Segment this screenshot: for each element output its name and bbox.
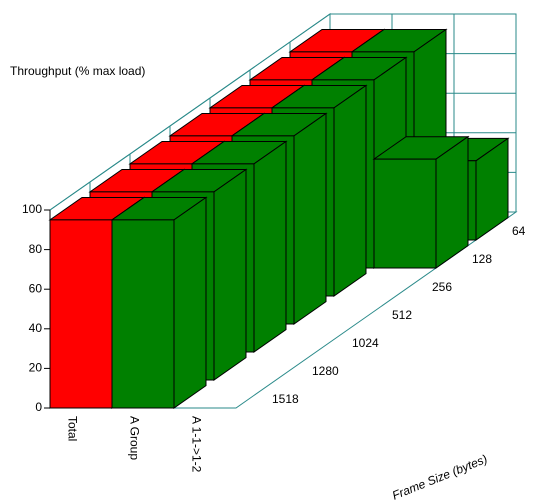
depth-tick-label: 256 [432,280,452,294]
chart-title: Throughput (% max load) [10,64,145,78]
bar-front [111,219,175,409]
y-tick-label: 20 [29,361,43,375]
bar [110,196,208,409]
y-tick-label: 80 [29,242,43,256]
x-tick-label: A 1-1->1-2 [190,416,204,473]
y-tick-label: 100 [22,202,42,216]
x-tick-label: Total [66,416,80,441]
bar-side [293,112,327,325]
bar-front [373,158,437,269]
depth-tick-label: 128 [472,252,492,266]
depth-tick-label: 1518 [272,392,299,406]
depth-tick-label: 1024 [352,336,379,350]
bar-front [49,219,113,409]
y-tick-label: 0 [35,400,42,414]
depth-tick-label: 512 [392,308,412,322]
bar-side [435,135,469,269]
depth-tick-label: 1280 [312,364,339,378]
bar [372,135,470,269]
bar-side [253,140,287,353]
bar-side [333,84,367,297]
depth-tick-label: 64 [512,224,526,238]
depth-axis-label: Frame Size (bytes) [390,452,489,503]
grid-line [49,13,516,211]
y-tick-label: 60 [29,281,43,295]
bar-side [213,168,247,381]
y-tick-label: 40 [29,321,43,335]
bar-side [173,196,207,409]
x-tick-label: A Group [128,416,142,460]
